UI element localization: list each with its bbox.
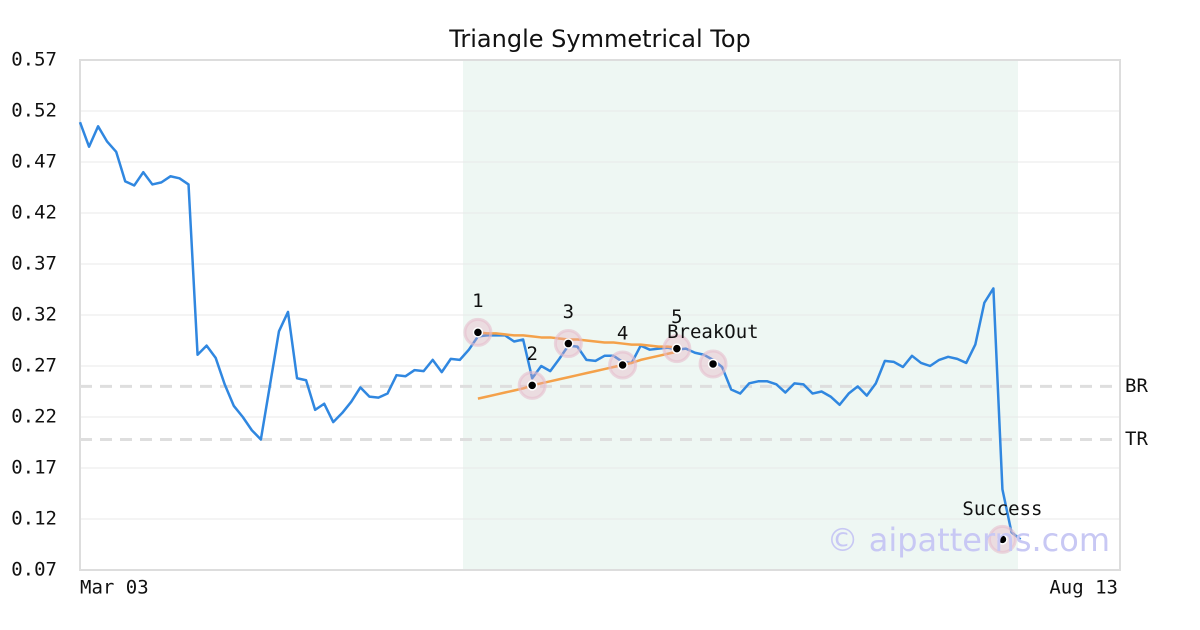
y-tick-label: 0.12 — [11, 508, 57, 530]
plot-frame — [79, 59, 1121, 571]
y-tick-label: 0.17 — [11, 457, 57, 479]
point-label: 3 — [563, 301, 574, 323]
price-line — [78, 121, 1022, 541]
marker — [526, 380, 538, 391]
marker — [707, 358, 719, 370]
y-tick-label: 0.42 — [11, 202, 57, 224]
y-tick-label: 0.57 — [11, 49, 57, 71]
y-tick-label: 0.37 — [11, 253, 57, 275]
marker — [617, 359, 628, 371]
y-tick-label: 0.47 — [11, 151, 57, 173]
point-label: 4 — [617, 322, 628, 344]
trend-line — [477, 350, 678, 400]
y-tick-label: 0.22 — [11, 406, 57, 428]
point-label: 2 — [526, 343, 537, 365]
annotation: BreakOut — [667, 321, 759, 343]
point-label: 1 — [472, 290, 483, 312]
marker — [997, 534, 1008, 545]
annotation: Success — [962, 498, 1042, 520]
marker — [472, 327, 484, 338]
watermark: © aipatterns.com — [827, 521, 1110, 559]
x-tick-label: Mar 03 — [80, 577, 149, 599]
chart-title: Triangle Symmetrical Top — [448, 25, 751, 53]
y-tick-label: 0.27 — [11, 355, 57, 377]
reference-label: BR — [1125, 375, 1148, 397]
trend-line — [477, 331, 678, 349]
y-tick-label: 0.52 — [11, 100, 57, 122]
marker — [563, 338, 574, 349]
y-tick-label: 0.32 — [11, 304, 57, 326]
marker — [671, 343, 683, 354]
y-tick-label: 0.07 — [11, 559, 57, 581]
reference-label: TR — [1125, 428, 1148, 450]
x-tick-label: Aug 13 — [1049, 577, 1118, 599]
point-label: 5 — [671, 306, 682, 328]
